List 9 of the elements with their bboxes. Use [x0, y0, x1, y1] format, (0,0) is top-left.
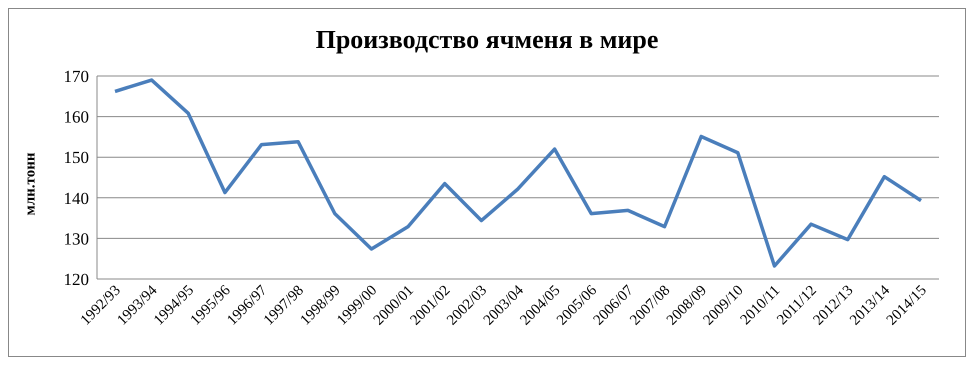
y-tick-label: 130 [64, 229, 89, 248]
chart-title: Производство ячменя в мире [314, 25, 660, 55]
y-tick-label: 160 [64, 108, 89, 127]
line-series [113, 78, 923, 268]
y-tick-label: 120 [64, 270, 89, 290]
y-tick-label: 150 [64, 148, 89, 168]
y-axis-title: млн.тонн [22, 152, 40, 216]
y-tick-label: 140 [64, 188, 89, 208]
y-tick-label: 170 [64, 67, 89, 86]
